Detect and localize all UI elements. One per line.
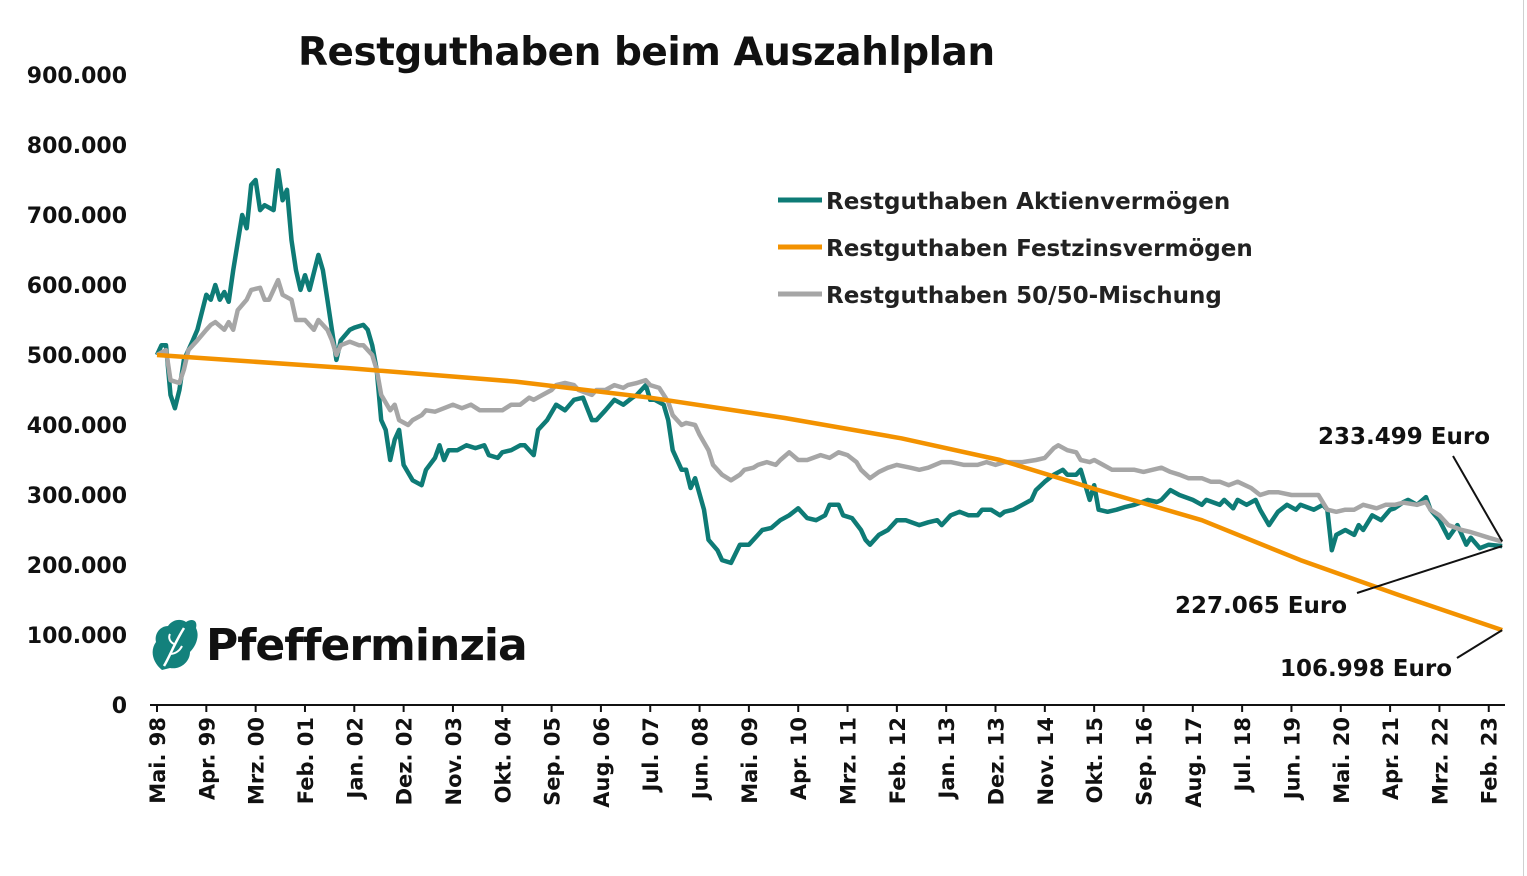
x-tick-label: Sep. 05 [541,717,565,806]
x-tick-label: Dez. 02 [393,717,417,805]
x-tick-label: Mai. 09 [738,717,762,804]
x-tick-label: Apr. 10 [787,717,811,800]
series-line-festzins [156,352,1503,633]
x-tick-label: Jan. 02 [343,717,367,800]
x-tick-label: Nov. 03 [442,717,466,806]
x-tick-label: Mrz. 11 [837,717,861,805]
x-tick-label: Jul. 07 [639,717,663,793]
y-tick-label: 400.000 [27,414,127,439]
y-tick-label: 700.000 [27,204,127,229]
x-tick-label: Apr. 99 [195,717,219,800]
y-tick-label: 200.000 [27,554,127,579]
x-tick-label: Mrz. 00 [245,717,269,805]
x-tick-label: Jan. 13 [935,717,959,800]
y-tick-label: 600.000 [27,274,127,299]
right-border [1523,0,1524,876]
x-tick-label: Okt. 04 [491,717,515,803]
x-tick-label: Okt. 15 [1083,717,1107,803]
x-tick-label: Feb. 12 [886,717,910,804]
x-tick-label: Jun. 19 [1280,717,1304,801]
x-tick-label: Jul. 18 [1231,717,1255,793]
y-tick-label: 0 [112,694,127,719]
x-tick-label: Feb. 01 [294,717,318,804]
leaf-icon [152,619,198,670]
x-tick-label: Aug. 06 [590,717,614,808]
x-tick-label: Apr. 21 [1379,717,1403,800]
x-tick-label: Sep. 16 [1132,717,1156,806]
series-line-mischung [155,277,1503,544]
x-tick-label: Nov. 14 [1034,717,1058,806]
annotation-leader-line [1452,455,1504,543]
annotation-label: 227.065 Euro [1175,593,1347,619]
x-tick-label: Dez. 13 [985,717,1009,805]
x-tick-label: Mai. 20 [1330,717,1354,804]
annotation-label: 106.998 Euro [1280,656,1452,682]
x-tick-label: Mai. 98 [146,717,170,804]
x-tick-label: Feb. 23 [1478,717,1502,804]
y-tick-label: 900.000 [27,64,127,89]
x-tick-label: Aug. 17 [1182,717,1206,808]
y-tick-label: 800.000 [27,134,127,159]
annotation-leader-line [1456,629,1503,659]
annotation-label: 233.499 Euro [1318,424,1490,450]
y-tick-label: 300.000 [27,484,127,509]
y-tick-label: 100.000 [27,624,127,649]
annotation-leader-line [1356,545,1503,594]
series-line-aktien [154,167,1503,566]
legend-label: Restguthaben 50/50-Mischung [826,283,1222,309]
chart-title: Restguthaben beim Auszahlplan [298,30,995,75]
pfefferminzia-logo: Pfefferminzia [150,616,528,674]
x-tick-label: Mrz. 22 [1428,717,1452,805]
legend-label: Restguthaben Aktienvermögen [826,189,1230,215]
y-tick-label: 500.000 [27,344,127,369]
legend-label: Restguthaben Festzinsvermögen [826,236,1253,262]
logo-text: Pfefferminzia [206,619,528,671]
x-tick-label: Jun. 08 [689,717,713,801]
